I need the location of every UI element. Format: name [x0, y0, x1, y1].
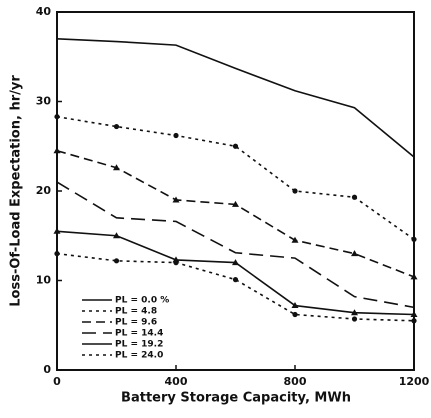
marker: [351, 309, 358, 316]
y-tick-label: 30: [36, 95, 52, 108]
marker: [113, 123, 120, 130]
x-tick-label: 0: [53, 375, 61, 388]
x-tick-label: 800: [284, 375, 307, 388]
legend-label: PL = 9.6: [115, 318, 157, 328]
series-line: [56, 149, 415, 278]
y-axis-label: Loss-Of-Load Expectation, hr/yr: [9, 75, 24, 307]
y-tick-label: 20: [36, 184, 52, 197]
marker: [172, 196, 180, 203]
marker: [54, 114, 60, 120]
marker: [351, 316, 358, 322]
marker: [232, 277, 239, 283]
marker: [54, 251, 60, 257]
y-tick-label: 40: [36, 5, 52, 18]
legend-label: PL = 19.2: [115, 340, 163, 350]
marker: [53, 147, 61, 154]
marker: [113, 258, 120, 264]
legend-label: PL = 0.0 %: [115, 296, 169, 306]
marker: [351, 250, 358, 257]
marker: [113, 164, 120, 171]
marker: [232, 143, 239, 149]
y-tick-label: 10: [36, 274, 52, 287]
x-axis-label: Battery Storage Capacity, MWh: [121, 391, 351, 406]
marker: [173, 260, 179, 266]
marker: [291, 236, 299, 243]
x-tick-label: 1200: [399, 375, 430, 388]
series-line: [56, 230, 415, 316]
marker: [292, 311, 298, 318]
series-line: [56, 38, 415, 158]
plot-frame: [56, 11, 415, 371]
series-line: [56, 181, 415, 309]
marker: [411, 318, 417, 324]
x-tick-label: 400: [165, 375, 188, 388]
marker: [292, 188, 298, 194]
marker: [410, 273, 418, 280]
y-tick-label: 0: [43, 363, 51, 376]
marker: [173, 132, 179, 139]
marker: [351, 194, 358, 200]
marker: [113, 232, 120, 239]
series-line: [56, 115, 415, 240]
marker: [53, 227, 61, 234]
marker: [411, 236, 417, 242]
legend-label: PL = 14.4: [115, 329, 163, 339]
marker: [232, 259, 239, 266]
marker: [232, 200, 239, 207]
marker: [410, 311, 418, 318]
marker: [291, 302, 299, 309]
legend-label: PL = 4.8: [115, 307, 157, 317]
legend-label: PL = 24.0: [115, 351, 163, 361]
